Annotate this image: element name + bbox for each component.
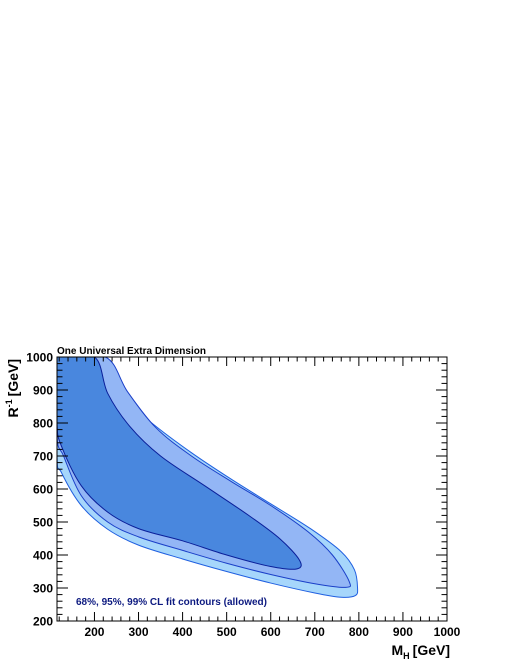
y-tick-label: 400 xyxy=(33,549,53,563)
chart-title: One Universal Extra Dimension xyxy=(57,346,206,357)
x-tick-label: 500 xyxy=(217,625,237,639)
x-tick-label: 300 xyxy=(129,625,149,639)
x-tick-label: 600 xyxy=(261,625,281,639)
x-tick-label: 700 xyxy=(305,625,325,639)
y-axis-title-unit: [GeV] xyxy=(5,359,21,396)
x-axis-title-sub: H xyxy=(403,651,410,660)
x-axis-title-unit: [GeV] xyxy=(413,642,450,658)
y-tick-label: 500 xyxy=(33,516,53,530)
y-tick-label: 900 xyxy=(33,384,53,398)
x-tick-label: 800 xyxy=(349,625,369,639)
y-tick-label: 700 xyxy=(33,450,53,464)
x-axis-title-main: M xyxy=(391,642,403,658)
y-tick-label: 200 xyxy=(33,615,53,629)
axis-ticks: 200 300 400 500 600 700 800 900 1000 200 300 400 500… xyxy=(26,351,460,640)
x-axis-title: MH [GeV] xyxy=(391,642,450,660)
y-tick-label: 800 xyxy=(33,417,53,431)
y-axis-title-main: R xyxy=(5,407,21,417)
contour-annotation: 68%, 95%, 99% CL fit contours (allowed) xyxy=(76,597,267,608)
x-tick-label: 1000 xyxy=(434,625,461,639)
x-tick-label: 400 xyxy=(173,625,193,639)
contour-95cl xyxy=(57,357,352,588)
y-axis-title-sup: -1 xyxy=(4,399,14,407)
contour-group xyxy=(57,357,359,598)
x-tick-label: 200 xyxy=(84,625,104,639)
contour-68cl xyxy=(57,357,302,570)
y-tick-label: 600 xyxy=(33,483,53,497)
x-tick-label: 900 xyxy=(393,625,413,639)
y-tick-label: 300 xyxy=(33,582,53,596)
y-axis-title: R-1 [GeV] xyxy=(4,359,21,417)
y-tick-label: 1000 xyxy=(26,351,53,365)
